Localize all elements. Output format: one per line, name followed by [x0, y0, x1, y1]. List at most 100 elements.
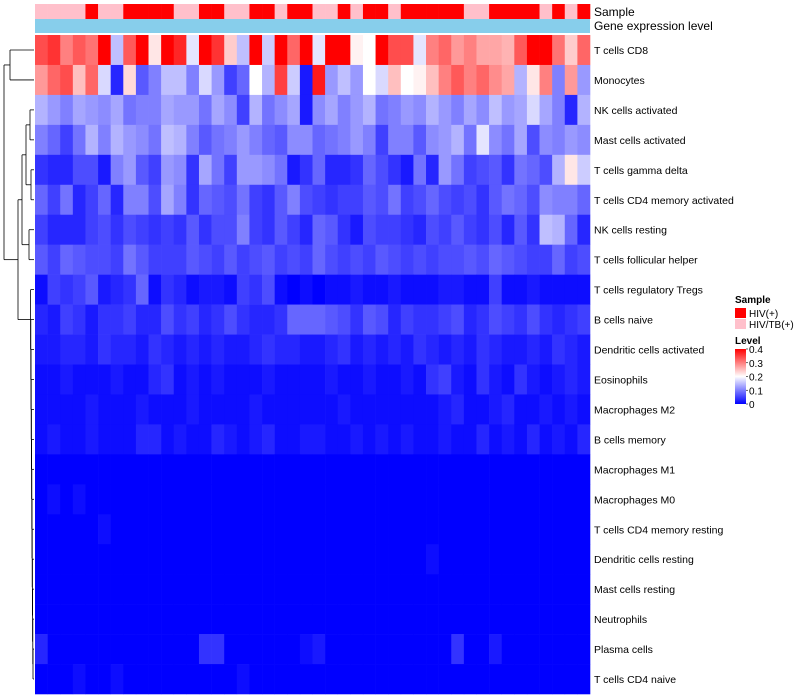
heatmap-cell: [186, 154, 200, 186]
heatmap-cell: [539, 664, 553, 695]
heatmap-cell: [476, 544, 490, 575]
heatmap-cell: [350, 364, 364, 395]
heatmap-cell: [85, 364, 99, 395]
heatmap-cell: [438, 274, 452, 305]
heatmap-cell: [312, 424, 326, 455]
sample-annotation-cell: [438, 4, 452, 19]
heatmap-cell: [539, 364, 553, 395]
heatmap-cell: [299, 514, 313, 545]
heatmap-cell: [526, 94, 540, 126]
heatmap-cell: [35, 424, 48, 455]
heatmap-cell: [85, 154, 99, 186]
heatmap-cell: [148, 94, 162, 126]
sample-annotation-cell: [362, 4, 376, 19]
heatmap-cell: [110, 35, 124, 66]
heatmap-cell: [135, 454, 149, 485]
heatmap-cell: [426, 604, 439, 635]
heatmap-cell: [325, 244, 339, 275]
heatmap-cell: [299, 304, 313, 335]
heatmap-cell: [224, 274, 238, 305]
heatmap-cell: [135, 574, 149, 605]
heatmap-cell: [85, 454, 99, 485]
sample-annotation-label: Sample: [594, 5, 635, 19]
heatmap-cell: [514, 64, 528, 96]
heatmap-cell: [489, 214, 503, 245]
heatmap-cell: [262, 514, 275, 545]
heatmap-cell: [400, 364, 414, 395]
heatmap-cell: [476, 634, 490, 665]
heatmap-cell: [299, 35, 313, 66]
heatmap-cell: [262, 484, 275, 515]
heatmap-cell: [262, 274, 275, 305]
heatmap-cell: [47, 35, 61, 66]
heatmap-cell: [438, 484, 452, 515]
heatmap-cell: [362, 664, 376, 695]
heatmap-cell: [388, 424, 402, 455]
heatmap-cell: [236, 364, 250, 395]
heatmap-cell: [375, 394, 389, 425]
heatmap-cell: [476, 124, 490, 156]
heatmap-cell: [47, 244, 61, 275]
heatmap-cell: [325, 394, 339, 425]
heatmap-cell: [400, 304, 414, 335]
heatmap-cell: [47, 394, 61, 425]
heatmap-cell: [337, 364, 351, 395]
heatmap-cell: [325, 214, 339, 245]
heatmap-cell: [413, 184, 427, 216]
heatmap-cell: [413, 484, 427, 515]
heatmap-cell: [577, 94, 591, 126]
heatmap-cell: [400, 64, 414, 96]
heatmap-cell: [148, 454, 162, 485]
heatmap-cell: [85, 634, 99, 665]
heatmap-cell: [60, 514, 74, 545]
heatmap-cell: [236, 514, 250, 545]
heatmap-cell: [552, 634, 566, 665]
heatmap-cell: [135, 35, 149, 66]
heatmap-cell: [350, 35, 364, 66]
heatmap-cell: [60, 394, 74, 425]
row-label: Eosinophils: [594, 374, 648, 386]
heatmap-cell: [274, 154, 288, 186]
heatmap-cell: [135, 544, 149, 575]
heatmap-cell: [98, 274, 111, 305]
heatmap-cell: [287, 484, 301, 515]
heatmap-cell: [60, 604, 74, 635]
heatmap-cell: [526, 334, 540, 365]
heatmap-cell: [287, 214, 301, 245]
heatmap-cell: [489, 364, 503, 395]
heatmap-cell: [60, 454, 74, 485]
heatmap-cell: [438, 304, 452, 335]
heatmap-cell: [287, 394, 301, 425]
heatmap-cell: [388, 94, 402, 126]
heatmap-cell: [98, 154, 111, 186]
row-label: B cells memory: [594, 434, 667, 446]
heatmap-cell: [362, 544, 376, 575]
heatmap-cell: [501, 574, 515, 605]
heatmap-cell: [375, 484, 389, 515]
heatmap-cell: [135, 124, 149, 156]
heatmap-cell: [110, 394, 124, 425]
heatmap-cell: [325, 574, 339, 605]
legend-tick-label: 0.4: [749, 345, 763, 356]
heatmap-cell: [426, 394, 439, 425]
heatmap-cell: [287, 454, 301, 485]
heatmap-cell: [451, 244, 465, 275]
heatmap-cell: [236, 424, 250, 455]
heatmap-cell: [262, 154, 275, 186]
heatmap-cell: [236, 64, 250, 96]
heatmap-cell: [514, 514, 528, 545]
heatmap-cell: [350, 664, 364, 695]
heatmap-cell: [350, 124, 364, 156]
heatmap-cell: [501, 484, 515, 515]
heatmap-cell: [312, 244, 326, 275]
heatmap-cell: [552, 544, 566, 575]
heatmap-cell: [47, 184, 61, 216]
heatmap-cell: [426, 304, 439, 335]
heatmap-cell: [198, 544, 212, 575]
heatmap-cell: [526, 244, 540, 275]
heatmap-cell: [110, 424, 124, 455]
heatmap-cell: [299, 574, 313, 605]
heatmap-cell: [262, 604, 275, 635]
heatmap-cell: [489, 124, 503, 156]
sample-annotation-cell: [98, 4, 111, 19]
